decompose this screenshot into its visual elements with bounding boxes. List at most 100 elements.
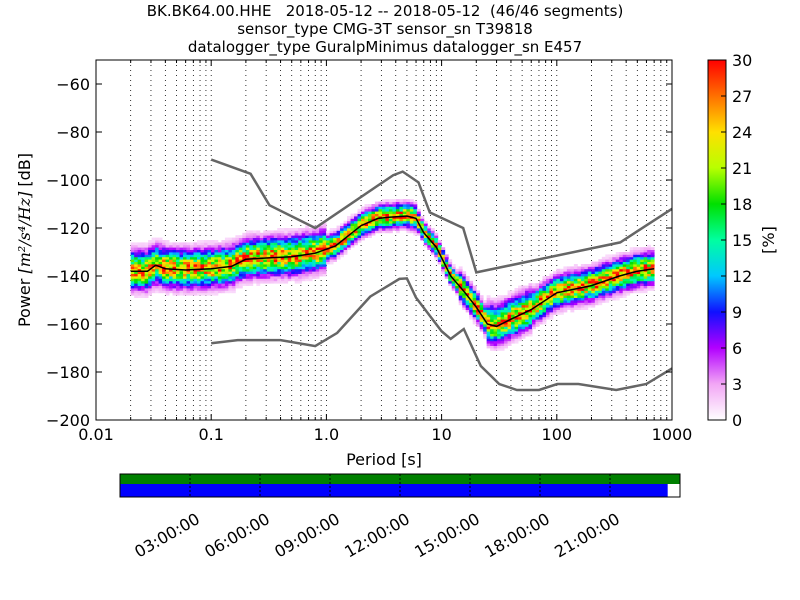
density-cell	[566, 307, 571, 310]
density-cell	[252, 268, 257, 272]
density-cell	[518, 333, 522, 337]
density-cell	[259, 232, 264, 236]
density-cell	[305, 225, 310, 229]
density-cell	[158, 249, 163, 253]
density-cell	[162, 276, 166, 279]
density-cell	[612, 290, 617, 294]
density-cell	[573, 278, 578, 282]
density-cell	[172, 259, 177, 262]
density-cell	[238, 259, 243, 262]
density-cell	[214, 271, 219, 274]
density-cell	[238, 240, 243, 243]
density-cell	[231, 252, 236, 255]
density-cell	[357, 211, 362, 214]
density-cell	[350, 223, 355, 226]
density-cell	[315, 271, 320, 274]
density-cell	[626, 276, 631, 279]
density-cell	[486, 326, 491, 330]
density-cell	[238, 276, 243, 279]
density-cell	[525, 326, 529, 330]
density-cell	[294, 266, 299, 270]
density-cell	[266, 259, 271, 262]
density-cell	[427, 230, 432, 234]
density-cell	[259, 280, 264, 284]
density-cell	[263, 276, 268, 279]
density-cell	[570, 292, 575, 296]
density-cell	[242, 261, 247, 265]
density-cell	[196, 266, 201, 270]
density-cell	[231, 268, 236, 272]
density-cell	[500, 302, 505, 306]
density-cell	[148, 247, 153, 250]
density-cell	[326, 230, 330, 234]
density-cell	[601, 268, 606, 272]
density-cell	[594, 283, 599, 286]
density-cell	[273, 252, 278, 255]
density-cell	[176, 242, 180, 246]
density-cell	[500, 328, 505, 332]
density-cell	[647, 261, 652, 265]
density-cell	[130, 264, 135, 267]
density-cell	[137, 290, 142, 294]
density-cell	[643, 273, 648, 277]
density-cell	[532, 314, 536, 318]
density-cell	[584, 295, 589, 298]
density-cell	[549, 292, 554, 296]
density-cell	[207, 273, 212, 277]
density-cell	[594, 271, 599, 274]
density-cell	[525, 328, 529, 332]
density-cell	[511, 297, 515, 301]
density-cell	[134, 273, 139, 277]
density-cell	[319, 242, 324, 246]
density-cell	[291, 278, 296, 282]
density-cell	[169, 259, 173, 262]
density-cell	[308, 266, 313, 270]
density-cell	[210, 247, 215, 250]
density-cell	[263, 268, 268, 272]
density-cell	[291, 254, 296, 258]
density-cell	[367, 211, 372, 214]
density-cell	[200, 285, 205, 289]
density-cell	[354, 240, 358, 243]
density-cell	[577, 271, 582, 274]
density-cell	[619, 292, 624, 296]
density-cell	[423, 240, 428, 243]
density-cell	[605, 271, 610, 274]
density-cell	[350, 240, 355, 243]
density-cell	[636, 256, 641, 260]
density-cell	[270, 259, 275, 262]
density-cell	[399, 228, 404, 231]
density-cell	[570, 307, 575, 310]
density-cell	[427, 240, 432, 243]
density-cell	[451, 285, 456, 289]
density-cell	[183, 261, 187, 265]
density-cell	[214, 268, 219, 272]
density-cell	[214, 252, 219, 255]
density-cell	[141, 278, 146, 282]
density-cell	[402, 228, 407, 231]
density-cell	[312, 249, 317, 253]
density-cell	[165, 244, 170, 248]
density-cell	[319, 256, 324, 260]
density-cell	[629, 261, 634, 265]
density-cell	[245, 240, 250, 243]
density-cell	[507, 295, 512, 298]
y-tick-label: −200	[46, 411, 90, 430]
density-cell	[601, 285, 606, 289]
density-cell	[287, 254, 292, 258]
density-cell	[162, 264, 166, 267]
density-cell	[280, 264, 285, 267]
density-cell	[172, 292, 177, 296]
colorbar-tick-label: 9	[732, 303, 742, 322]
density-cell	[228, 288, 233, 291]
chart-title-line-2: sensor_type CMG-3T sensor_sn T39818	[237, 20, 533, 38]
density-cell	[615, 261, 620, 265]
density-cell	[176, 278, 180, 282]
density-cell	[525, 288, 529, 291]
density-cell	[500, 312, 505, 315]
density-cell	[228, 256, 233, 260]
density-cell	[601, 259, 606, 262]
density-cell	[148, 280, 153, 284]
density-cell	[413, 204, 418, 207]
density-cell	[416, 213, 421, 217]
